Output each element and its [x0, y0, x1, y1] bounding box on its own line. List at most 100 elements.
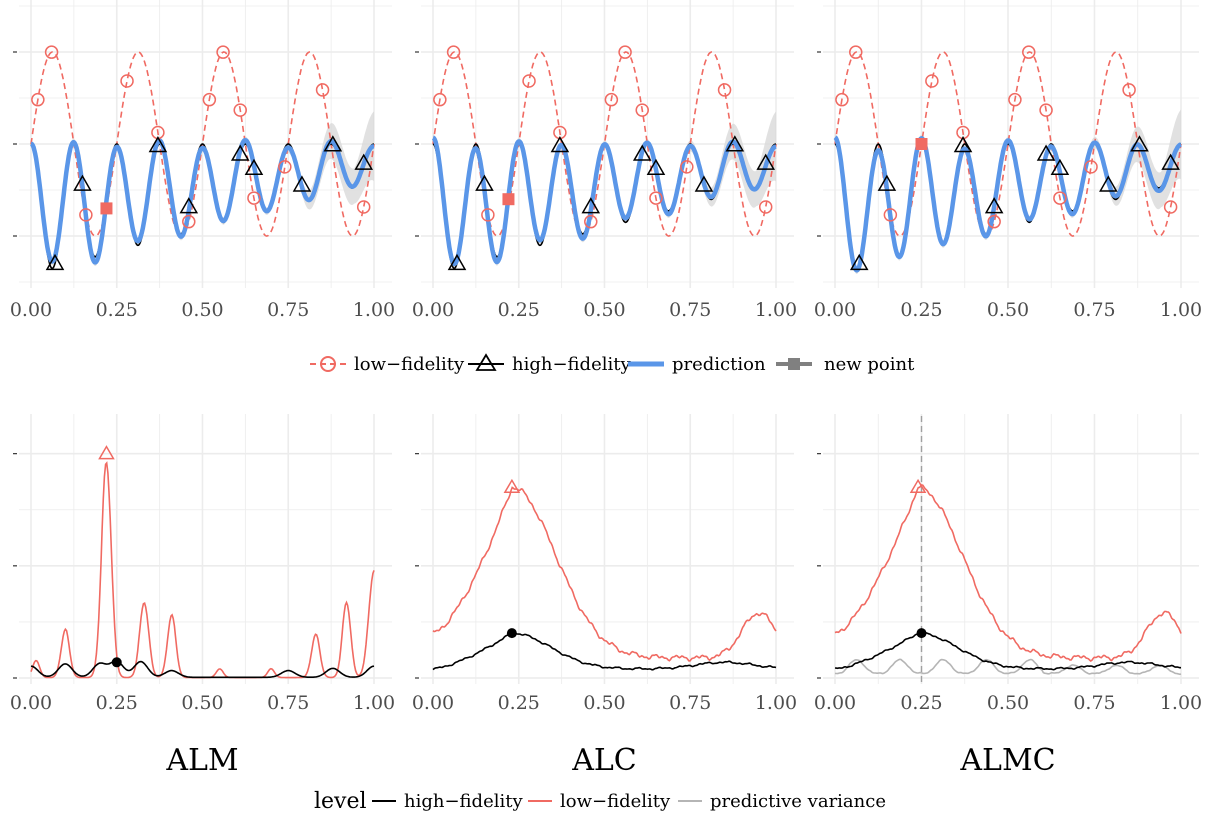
low-fidelity-point-2-12 — [758, 200, 773, 214]
high-fidelity-point-1-3 — [179, 197, 199, 214]
x-tick-label-0-1: 0.25 — [96, 299, 138, 321]
high-fidelity-point-1-2 — [148, 135, 168, 153]
legend-bottom-high-fidelity-label: high−fidelity — [404, 791, 523, 812]
panel-title-2: ALC — [571, 743, 637, 778]
legend-bottom-title: level — [314, 789, 367, 814]
low-fidelity-point-3-9 — [1053, 191, 1067, 205]
x-tick-label-3-3: 0.75 — [267, 692, 309, 714]
x-tick-label-5-4: 1.00 — [1160, 692, 1202, 714]
low-fidelity-point-3-11 — [1122, 83, 1136, 97]
low-fidelity-point-1-10 — [278, 160, 292, 174]
high-fidelity-point-1-6 — [292, 175, 312, 192]
low-fidelity-point-1-2 — [79, 208, 93, 222]
legend-low-fidelity-label: low−fidelity — [354, 354, 465, 375]
high-fidelity-point-2-5 — [646, 158, 666, 176]
x-tick-label-0-2: 0.50 — [181, 299, 223, 321]
low-fidelity-point-1-5 — [182, 214, 196, 229]
low-fidelity-point-3-5 — [987, 214, 1001, 229]
low-fidelity-acq-line-3 — [834, 483, 1182, 662]
high-fidelity-acq-line-2 — [432, 632, 777, 671]
low-fidelity-point-2-10 — [680, 160, 694, 174]
x-tick-label-0-4: 1.00 — [353, 299, 395, 321]
low-fidelity-point-2-0 — [433, 92, 447, 107]
x-tick-label-5-3: 0.75 — [1073, 692, 1115, 714]
low-fidelity-point-2-7 — [618, 45, 632, 59]
x-tick-label-1-3: 0.75 — [669, 299, 711, 321]
low-fidelity-point-2-3 — [522, 74, 536, 88]
high-fidelity-point-1-7 — [323, 135, 343, 152]
x-tick-label-0-3: 0.75 — [267, 299, 309, 321]
x-tick-label-2-0: 0.00 — [814, 299, 856, 321]
low-fidelity-point-3-10 — [1084, 160, 1098, 174]
high-fidelity-point-2-0 — [447, 253, 467, 271]
legend-low-fidelity: low−fidelity — [310, 354, 465, 375]
high-fidelity-acq-line-3 — [834, 631, 1181, 671]
legend-new-point: new point — [776, 354, 915, 375]
high-fidelity-point-3-7 — [1130, 135, 1149, 152]
x-tick-label-1-0: 0.00 — [412, 299, 454, 321]
low-fidelity-max-1 — [98, 445, 115, 460]
high-fidelity-point-1-4 — [230, 144, 250, 161]
x-tick-label-4-4: 1.00 — [755, 692, 797, 714]
high-fidelity-point-1-8 — [354, 153, 374, 170]
low-fidelity-point-3-3 — [925, 74, 939, 88]
new-point-2 — [502, 193, 515, 206]
high-fidelity-point-2-4 — [632, 144, 652, 161]
low-fidelity-point-1-9 — [247, 191, 261, 205]
low-fidelity-point-1-8 — [233, 103, 247, 117]
low-fidelity-point-3-12 — [1163, 200, 1178, 214]
low-fidelity-point-2-5 — [584, 214, 598, 229]
legend-high-fidelity-label: high−fidelity — [512, 354, 631, 375]
high-fidelity-point-2-1 — [475, 174, 494, 191]
high-fidelity-point-3-6 — [1099, 175, 1118, 192]
low-fidelity-acq-line-2 — [432, 486, 777, 662]
high-fidelity-point-2-7 — [725, 135, 745, 152]
x-tick-label-4-0: 0.00 — [412, 692, 454, 714]
low-fidelity-point-2-11 — [717, 83, 732, 97]
high-fidelity-point-3-8 — [1161, 153, 1180, 170]
legend-bottom-predictive-variance: predictive variance — [678, 791, 886, 812]
panels: 0.00 0.25 0.50 0.75 1.00 0.00 0.25 0.50 0.75 1.00… — [10, 0, 1202, 778]
legend-bottom: level high−fidelity low−fidelity predict… — [314, 789, 886, 814]
high-fidelity-max-2 — [506, 628, 517, 639]
low-fidelity-point-3-2 — [883, 208, 898, 222]
low-fidelity-point-1-6 — [202, 92, 217, 107]
low-fidelity-max-2 — [503, 478, 521, 494]
x-tick-label-4-2: 0.50 — [583, 692, 625, 714]
x-tick-label-1-2: 0.50 — [583, 299, 625, 321]
legend-high-fidelity: high−fidelity — [468, 353, 631, 375]
panel-top-3: 0.00 0.25 0.50 0.75 1.00 — [814, 0, 1202, 321]
high-fidelity-point-3-5 — [1050, 158, 1070, 176]
legend-top: low−fidelity high−fidelity prediction ne… — [310, 353, 915, 375]
high-fidelity-point-2-2 — [550, 135, 570, 153]
high-fidelity-point-2-3 — [581, 197, 601, 214]
high-fidelity-point-1-1 — [73, 174, 92, 191]
low-fidelity-point-2-8 — [635, 103, 649, 117]
x-tick-label-4-1: 0.25 — [498, 692, 540, 714]
variance-line-3 — [834, 658, 1182, 676]
legend-bottom-predictive-variance-label: predictive variance — [710, 791, 886, 812]
low-fidelity-point-3-7 — [1022, 45, 1036, 59]
high-fidelity-point-1-5 — [244, 158, 264, 176]
high-fidelity-point-3-2 — [953, 135, 973, 153]
x-tick-label-2-2: 0.50 — [987, 299, 1029, 321]
low-fidelity-point-2-6 — [604, 92, 619, 107]
panel-top-1: 0.00 0.25 0.50 0.75 1.00 — [10, 0, 395, 321]
low-fidelity-point-1-0 — [31, 92, 45, 107]
legend-prediction: prediction — [628, 354, 766, 375]
low-fidelity-point-2-1 — [446, 45, 461, 59]
legend-bottom-low-fidelity: low−fidelity — [528, 791, 671, 812]
x-tick-label-4-3: 0.75 — [669, 692, 711, 714]
low-fidelity-point-1-1 — [44, 45, 59, 59]
high-fidelity-point-3-0 — [849, 253, 869, 271]
high-fidelity-point-3-3 — [984, 197, 1004, 214]
new-point-3 — [915, 138, 928, 150]
x-tick-label-5-2: 0.50 — [987, 692, 1029, 714]
low-fidelity-point-3-0 — [835, 92, 849, 107]
low-fidelity-max-3 — [909, 478, 927, 494]
legend-bottom-high-fidelity: high−fidelity — [372, 791, 523, 812]
high-fidelity-max-1 — [111, 657, 122, 668]
high-fidelity-point-3-1 — [877, 174, 897, 191]
prediction-line-1 — [29, 137, 376, 265]
